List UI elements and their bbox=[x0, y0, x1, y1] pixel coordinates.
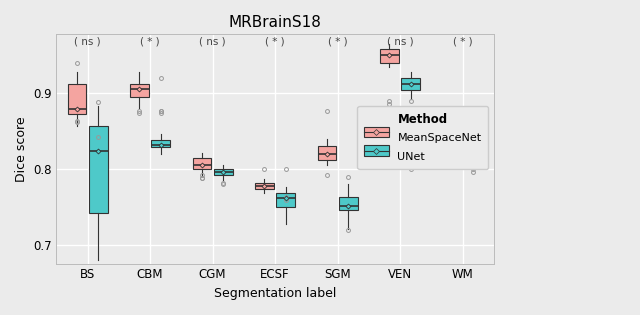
Text: ( ns ): ( ns ) bbox=[74, 36, 101, 46]
X-axis label: Segmentation label: Segmentation label bbox=[214, 287, 336, 300]
Bar bbox=[380, 49, 399, 63]
Text: ( * ): ( * ) bbox=[265, 36, 285, 46]
Bar bbox=[193, 158, 211, 169]
Text: ( * ): ( * ) bbox=[452, 36, 472, 46]
Title: MRBrainS18: MRBrainS18 bbox=[228, 15, 321, 30]
Text: ( * ): ( * ) bbox=[140, 36, 160, 46]
Text: ( * ): ( * ) bbox=[328, 36, 348, 46]
Text: ( ns ): ( ns ) bbox=[387, 36, 413, 46]
Bar bbox=[464, 142, 483, 148]
Bar bbox=[130, 84, 149, 97]
Bar bbox=[276, 193, 295, 207]
Text: ( ns ): ( ns ) bbox=[199, 36, 226, 46]
Bar bbox=[339, 198, 358, 209]
Bar bbox=[214, 169, 232, 175]
Bar bbox=[89, 126, 108, 213]
Legend: MeanSpaceNet, UNet: MeanSpaceNet, UNet bbox=[358, 106, 488, 169]
Y-axis label: Dice score: Dice score bbox=[15, 116, 28, 182]
Bar bbox=[401, 78, 420, 90]
Bar bbox=[255, 183, 274, 189]
Bar bbox=[442, 115, 461, 122]
Bar bbox=[317, 146, 336, 160]
Bar bbox=[151, 140, 170, 147]
Bar bbox=[68, 84, 86, 114]
